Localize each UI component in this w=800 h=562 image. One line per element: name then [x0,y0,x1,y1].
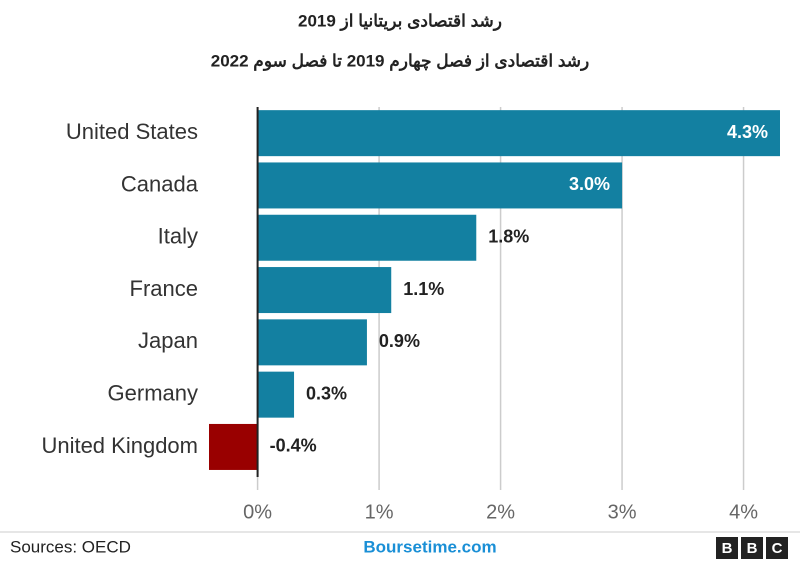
source: Sources: OECD [10,537,131,556]
bar [257,371,295,418]
value-label: 3.0% [569,174,610,194]
y-tick-label: United States [66,119,198,144]
value-label: 1.1% [403,279,444,299]
logo-box [766,537,788,559]
value-label: 0.9% [379,331,420,351]
x-tick-label: 2% [486,501,515,523]
logo-letter: C [772,540,783,557]
y-tick-label: United Kingdom [41,433,198,458]
chart-subtitle: رشد اقتصادی از فصل چهارم 2019 تا فصل سوم… [211,51,589,71]
y-tick-label: Germany [108,380,198,405]
bar [257,162,623,209]
value-label: 0.3% [306,383,347,403]
y-tick-label: Canada [121,171,199,196]
value-label: 1.8% [488,227,529,247]
bar [209,423,258,470]
logo-box [741,537,763,559]
bar [257,214,477,261]
y-tick-label: Japan [138,328,198,353]
value-label: -0.4% [270,436,317,456]
value-label: 4.3% [727,122,768,142]
bar [257,267,392,314]
x-tick-label: 0% [243,501,272,523]
x-tick-label: 3% [608,501,637,523]
x-tick-label: 1% [365,501,394,523]
x-tick-label: 4% [729,501,758,523]
y-tick-label: France [130,276,198,301]
logo-letter: B [722,540,733,557]
chart-title: رشد اقتصادی بریتانیا از 2019 [298,11,502,31]
bar [257,110,781,157]
logo-letter: B [747,540,758,557]
bar [257,319,367,366]
site: Boursetime.com [363,537,496,556]
logo-box [716,537,738,559]
y-tick-label: Italy [158,224,198,249]
